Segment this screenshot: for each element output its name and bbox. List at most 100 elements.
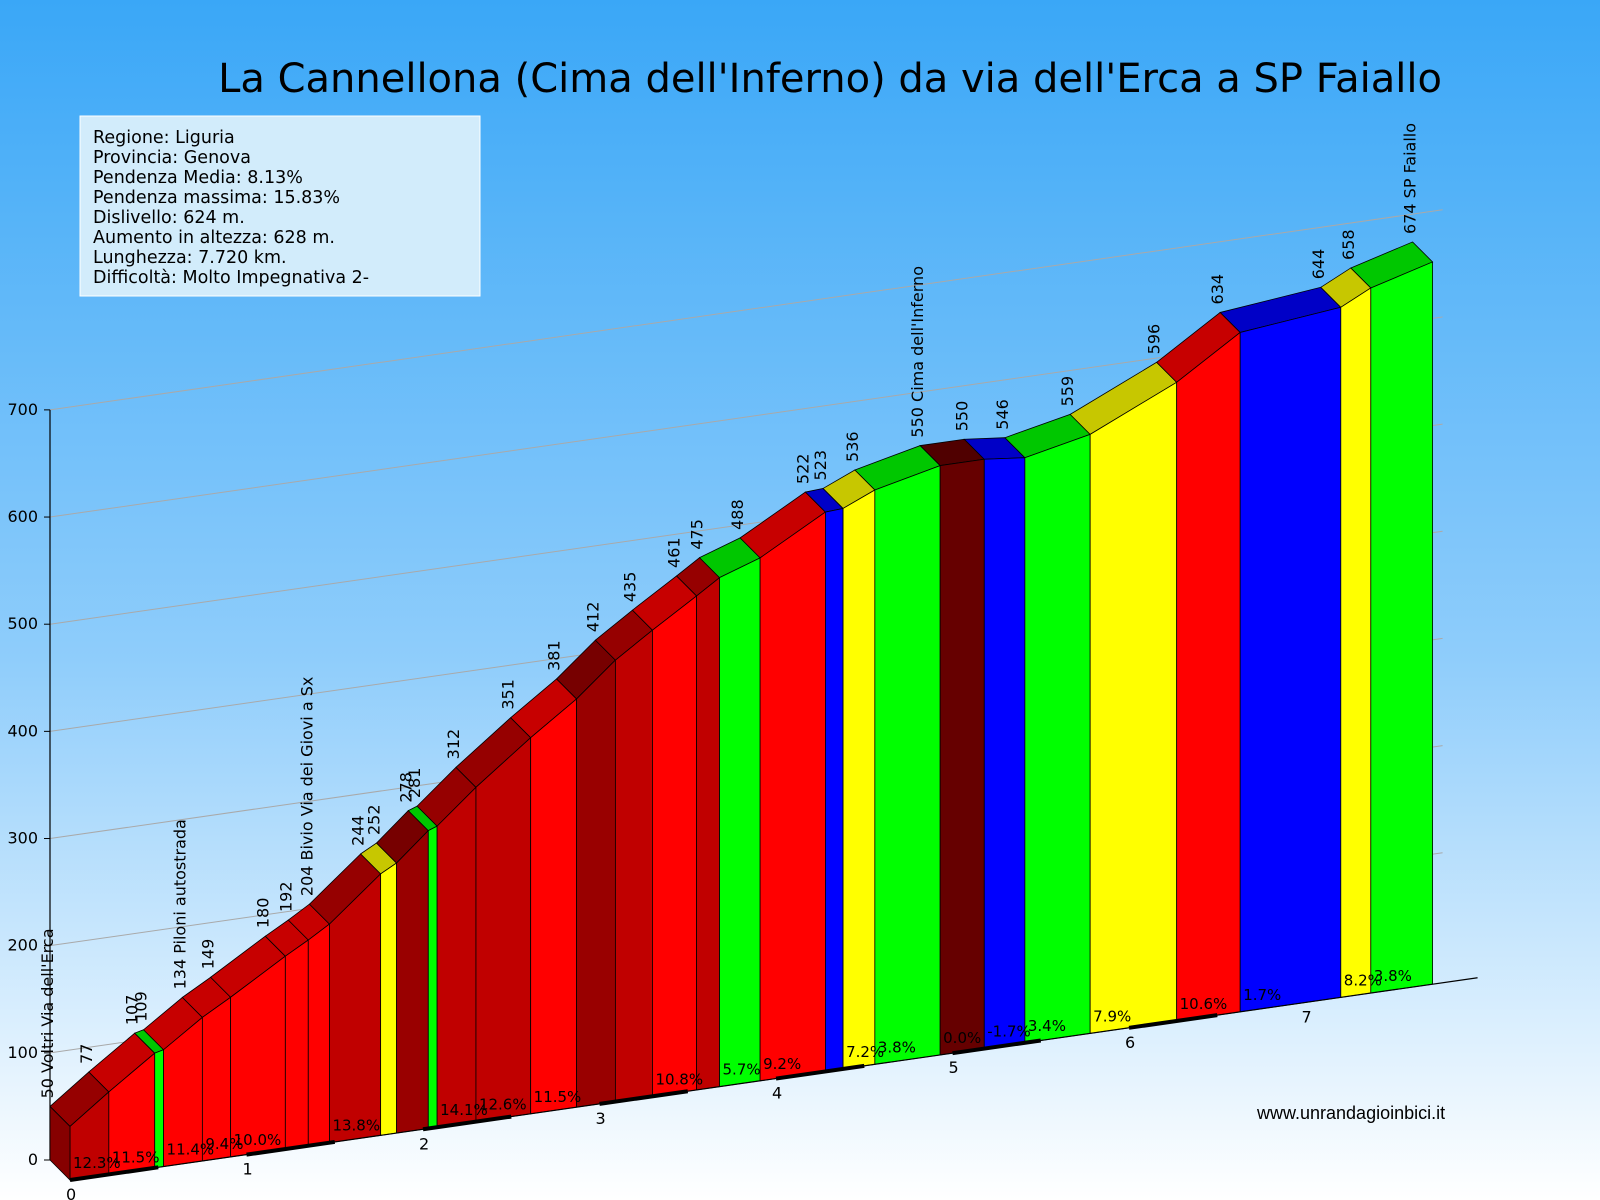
gradient-label: 3.4% <box>1028 1017 1066 1035</box>
altitude-label: 559 <box>1058 376 1077 407</box>
altitude-label: 278 <box>396 772 415 803</box>
altitude-label: 77 <box>77 1044 96 1064</box>
info-line: Aumento in altezza: 628 m. <box>93 228 335 248</box>
y-tick-label: 200 <box>7 936 38 955</box>
info-box-background <box>79 115 481 297</box>
gradient-label: -1.7% <box>987 1023 1031 1041</box>
info-line: Difficoltà: Molto Impegnativa 2- <box>93 268 369 288</box>
gradient-label: 11.5% <box>534 1088 582 1106</box>
altitude-label: 50 Voltri Via dell'Erca <box>38 928 57 1098</box>
y-tick-label: 700 <box>7 400 38 419</box>
credit-url: www.unrandagioinbici.it <box>1256 1103 1445 1123</box>
altitude-label: 412 <box>583 602 602 633</box>
altitude-label: 281 <box>405 768 424 799</box>
gridline <box>49 209 1443 411</box>
y-tick-label: 0 <box>28 1150 38 1169</box>
km-band <box>952 1038 1042 1056</box>
segment-face <box>1239 306 1342 1013</box>
x-tick-label: 5 <box>949 1058 959 1077</box>
segment-face <box>1089 381 1178 1034</box>
segment-face <box>436 786 477 1128</box>
segment-face <box>842 489 876 1070</box>
altitude-label: 192 <box>276 881 295 912</box>
altitude-label: 634 <box>1208 274 1227 305</box>
altitude-label: 488 <box>728 499 747 530</box>
chart-title: La Cannellona (Cima dell'Inferno) da via… <box>218 56 1442 102</box>
gradient-label: 12.3% <box>73 1154 121 1172</box>
x-tick-label: 6 <box>1125 1033 1135 1052</box>
segment-face <box>983 457 1026 1050</box>
gradient-label: 0.0% <box>943 1029 981 1047</box>
km-band <box>422 1114 512 1132</box>
gradient-label: 11.5% <box>112 1148 160 1166</box>
segment-face <box>396 829 429 1134</box>
y-axis: 0 100 200 300 400 500 600 700 <box>7 400 51 1169</box>
altitude-label: 134 Piloni autostrada <box>170 819 189 989</box>
gradient-label: 9.2% <box>763 1055 801 1073</box>
altitude-label: 658 <box>1339 229 1358 260</box>
x-tick-label: 2 <box>419 1134 429 1153</box>
altitude-label: 381 <box>545 640 564 671</box>
y-tick-label: 500 <box>7 614 38 633</box>
gradient-label: 12.6% <box>479 1096 527 1114</box>
gradient-label: 7.2% <box>846 1043 884 1061</box>
altitude-label: 596 <box>1145 324 1164 355</box>
altitude-label: 523 <box>811 450 830 481</box>
segment-face <box>939 458 985 1056</box>
gradient-labels: 12.3%11.5% 11.4%9.4%10.0%13.8%14.1%12.6% 1… <box>73 967 1412 1172</box>
gradient-label: 10.0% <box>234 1131 282 1149</box>
segment-face <box>307 923 330 1147</box>
altitude-label: 204 Bivio Via dei Giovi a Sx <box>297 677 316 896</box>
km-band <box>246 1139 336 1157</box>
y-tick-label: 300 <box>7 829 38 848</box>
altitude-label: 180 <box>253 898 272 929</box>
altitude-label: 351 <box>499 679 518 710</box>
gradient-label: 3.8% <box>878 1038 916 1056</box>
segment-face <box>874 465 941 1065</box>
x-tick-label: 0 <box>66 1185 76 1200</box>
info-line: Pendenza massima: 15.83% <box>93 188 340 208</box>
info-line: Lunghezza: 7.720 km. <box>93 248 287 268</box>
altitude-label: 674 SP Faiallo <box>1401 123 1420 234</box>
gradient-label: 10.8% <box>655 1070 703 1088</box>
altitude-label: 546 <box>993 399 1012 430</box>
segment-face <box>759 511 826 1082</box>
km-band <box>775 1063 865 1081</box>
gradient-label: 5.7% <box>723 1061 761 1079</box>
altitude-label: 475 <box>688 519 707 550</box>
gradient-label: 8.2% <box>1344 971 1382 989</box>
gradient-label: 10.6% <box>1180 995 1228 1013</box>
altitude-label: 536 <box>843 431 862 462</box>
gradient-label: 7.9% <box>1093 1007 1131 1025</box>
info-line: Pendenza Media: 8.13% <box>93 168 303 188</box>
segment-face <box>696 576 720 1091</box>
segment-face <box>427 825 438 1129</box>
gradient-label: 11.4% <box>167 1141 215 1159</box>
altitude-label: 461 <box>665 537 684 568</box>
segment-face <box>1340 287 1372 998</box>
altitude-label: 252 <box>365 804 384 835</box>
altitude-label: 644 <box>1309 249 1328 280</box>
altitude-label: 522 <box>793 454 812 485</box>
altitude-label: 149 <box>199 939 218 970</box>
gradient-label: 3.8% <box>1374 967 1412 985</box>
altitude-label: 109 <box>132 991 151 1022</box>
gradient-label: 13.8% <box>332 1117 380 1135</box>
altitude-label: 107 <box>123 995 142 1026</box>
x-tick-label: 3 <box>596 1109 606 1128</box>
altitude-label: 435 <box>620 572 639 603</box>
x-axis: 0 1 2 3 4 5 6 7 <box>66 977 1478 1200</box>
km-band <box>69 1165 159 1182</box>
segment-face <box>614 629 653 1103</box>
altitude-label: 550 <box>952 401 971 432</box>
segment-face <box>475 736 532 1123</box>
info-line: Provincia: Genova <box>93 148 251 168</box>
info-line: Regione: Liguria <box>93 128 235 148</box>
segment-face <box>1024 433 1091 1044</box>
altitude-label: 550 Cima dell'Inferno <box>908 266 927 438</box>
profile-segments <box>49 241 1434 1181</box>
